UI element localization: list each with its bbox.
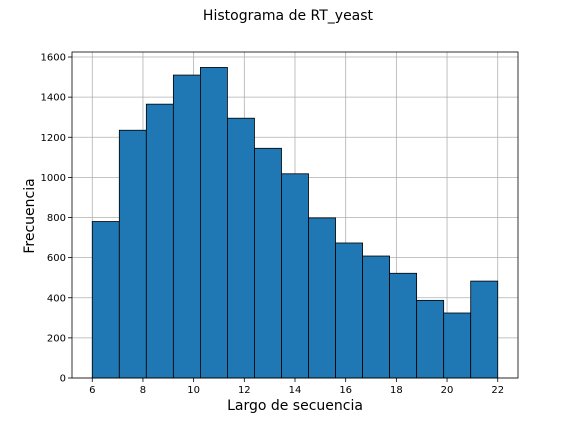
histogram-bar [281, 173, 309, 379]
histogram-bar [145, 103, 174, 379]
x-axis-ticks: 6 8 10 12 14 16 18 20 22 [89, 378, 504, 396]
x-tick-label: 12 [238, 385, 251, 396]
y-tick-label: 0 [60, 374, 66, 385]
x-tick-label: 8 [140, 385, 146, 396]
y-tick-label: 600 [47, 253, 66, 264]
y-tick-label: 1200 [41, 133, 66, 144]
histogram-bar [443, 312, 472, 379]
histogram-bar [362, 255, 390, 379]
y-tick-label: 200 [47, 333, 66, 344]
y-axis-title: Frecuencia [22, 178, 38, 253]
y-axis-ticks: 0 200 400 600 800 1000 1200 1400 1600 [41, 53, 72, 385]
histogram-bar [416, 299, 445, 379]
y-tick-label: 1000 [41, 173, 66, 184]
histogram-bar [172, 74, 201, 379]
y-tick-label: 1400 [41, 93, 66, 104]
histogram-bar [308, 217, 336, 379]
histogram-bar [118, 129, 147, 379]
x-tick-label: 14 [289, 385, 302, 396]
x-tick-label: 20 [441, 385, 454, 396]
y-tick-label: 400 [47, 293, 66, 304]
y-tick-label: 1600 [41, 53, 66, 64]
chart-title: Histograma de RT_yeast [203, 8, 374, 24]
x-tick-label: 6 [89, 385, 95, 396]
y-tick-label: 800 [47, 213, 66, 224]
histogram-bar [389, 272, 418, 379]
histogram-bars [91, 67, 499, 379]
x-tick-label: 10 [187, 385, 200, 396]
x-tick-label: 18 [390, 385, 403, 396]
x-tick-label: 22 [491, 385, 504, 396]
x-axis-title: Largo de secuencia [227, 398, 363, 414]
histogram-bar [470, 280, 499, 379]
histogram-bar [254, 147, 282, 379]
x-tick-label: 16 [339, 385, 352, 396]
histogram-bar [227, 117, 255, 379]
histogram-bar [91, 221, 120, 379]
histogram-bar [335, 242, 363, 379]
histogram-bar [200, 67, 228, 379]
